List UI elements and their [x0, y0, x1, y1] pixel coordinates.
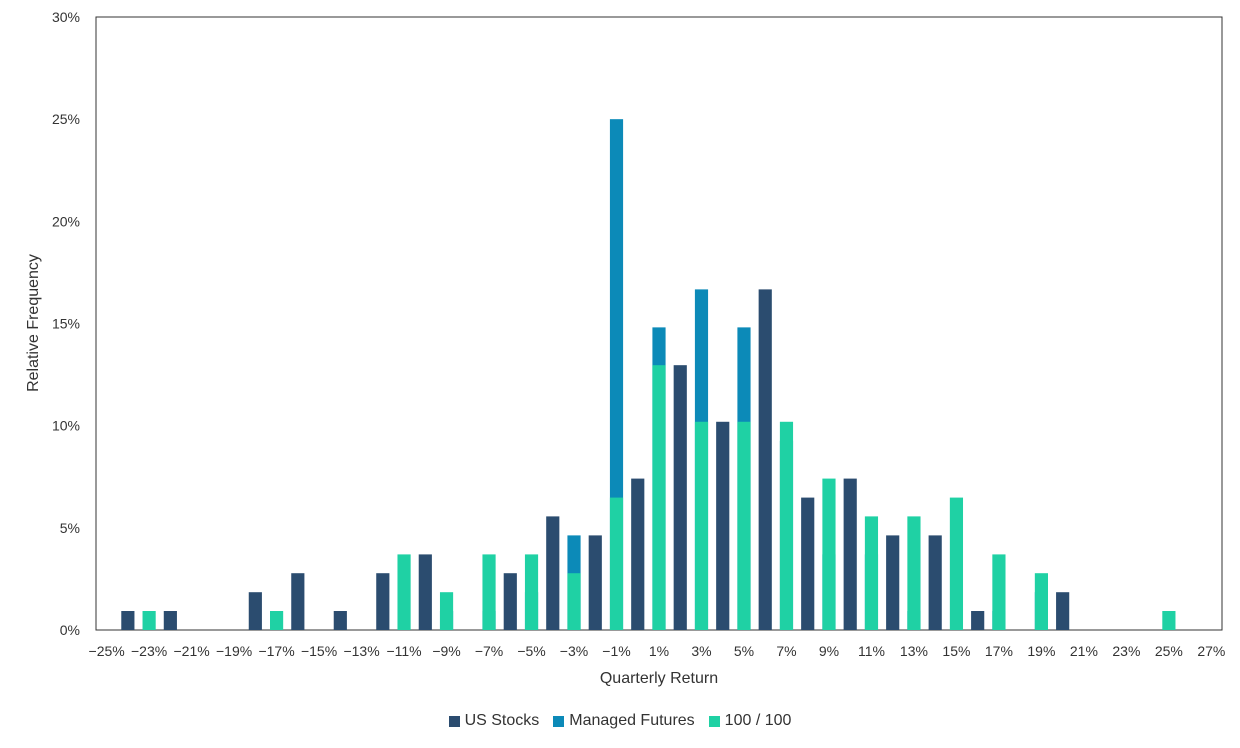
- x-tick-label: 23%: [1112, 643, 1140, 659]
- bar-100-100-38: [907, 516, 921, 630]
- bar-us-stocks-11: [333, 611, 347, 630]
- bar-100-100-16: [439, 592, 454, 630]
- x-tick-label: −19%: [216, 643, 252, 659]
- y-tick-label: 15%: [52, 316, 80, 332]
- x-tick-label: 9%: [819, 643, 839, 659]
- x-tick-label: −5%: [517, 643, 545, 659]
- bar-us-stocks-1: [121, 611, 135, 630]
- x-tick-label: 13%: [900, 643, 928, 659]
- bar-us-stocks-13: [376, 573, 390, 630]
- x-tick-label: 21%: [1070, 643, 1098, 659]
- x-tick-label: 3%: [691, 643, 711, 659]
- legend-label: Managed Futures: [569, 712, 695, 729]
- x-tick-label: 15%: [942, 643, 970, 659]
- x-tick-label: 11%: [858, 643, 885, 659]
- legend-item-managed-futures: Managed Futures: [553, 712, 695, 730]
- bar-100-100-42: [992, 554, 1006, 630]
- x-tick-label: −21%: [173, 643, 209, 659]
- bar-us-stocks-37: [886, 535, 900, 630]
- legend-item-us-stocks: US Stocks: [448, 712, 540, 730]
- bar-us-stocks-39: [928, 535, 942, 630]
- bar-100-100-32: [779, 421, 794, 630]
- x-tick-label: −1%: [602, 643, 630, 659]
- legend-swatch: [448, 715, 460, 727]
- chart-legend: US Stocks Managed Futures 100 / 100: [0, 712, 1240, 730]
- bar-100-100-2: [142, 611, 156, 630]
- bar-us-stocks-15: [418, 554, 432, 630]
- legend-swatch: [553, 715, 565, 727]
- bar-us-stocks-41: [971, 611, 985, 630]
- y-axis-ticks: 0% 5% 10% 15% 20% 25% 30%: [52, 9, 80, 638]
- x-tick-label: −11%: [386, 643, 421, 659]
- x-tick-label: 27%: [1197, 643, 1225, 659]
- bar-100-100-50: [1162, 611, 1176, 630]
- y-tick-label: 5%: [60, 520, 80, 536]
- y-tick-label: 20%: [52, 213, 80, 229]
- bar-us-stocks-45: [1056, 592, 1070, 630]
- bar-us-stocks-21: [546, 516, 560, 630]
- bar-100-100-22: [567, 573, 581, 630]
- bar-us-stocks-9: [291, 573, 305, 630]
- x-tick-label: −17%: [258, 643, 294, 659]
- bar-us-stocks-27: [673, 365, 687, 630]
- bar-100-100-44: [1034, 573, 1048, 630]
- bar-us-stocks-35: [843, 478, 857, 630]
- x-tick-label: 17%: [985, 643, 1013, 659]
- x-tick-label: 25%: [1155, 643, 1183, 659]
- y-tick-label: 25%: [52, 111, 80, 127]
- bar-100-100-24: [609, 497, 624, 630]
- legend-label: 100 / 100: [724, 712, 792, 729]
- y-tick-label: 10%: [52, 418, 80, 434]
- x-axis-title: Quarterly Return: [600, 670, 718, 687]
- bar-100-100-36: [864, 516, 879, 630]
- bar-100-100-40: [949, 497, 964, 630]
- x-tick-label: −7%: [475, 643, 503, 659]
- bar-us-stocks-23: [588, 535, 602, 630]
- bar-us-stocks-33: [801, 497, 815, 630]
- y-tick-label: 0%: [60, 622, 80, 638]
- bar-us-stocks-25: [631, 478, 645, 630]
- bar-us-stocks-7: [248, 592, 262, 630]
- x-tick-label: −25%: [89, 643, 125, 659]
- bar-100-100-18: [482, 554, 496, 630]
- legend-label: US Stocks: [464, 712, 540, 729]
- bars-group: [121, 119, 1176, 631]
- x-tick-label: −9%: [432, 643, 460, 659]
- bar-us-stocks-29: [716, 421, 730, 630]
- y-axis-title: Relative Frequency: [25, 254, 42, 392]
- x-tick-label: −15%: [301, 643, 337, 659]
- bar-100-100-8: [270, 611, 284, 630]
- x-tick-label: −23%: [131, 643, 167, 659]
- legend-item-100-100: 100 / 100: [708, 712, 792, 730]
- bar-us-stocks-31: [758, 289, 772, 630]
- legend-swatch: [708, 715, 720, 727]
- y-tick-label: 30%: [52, 9, 80, 25]
- bar-100-100-20: [524, 554, 539, 630]
- x-tick-label: 5%: [734, 643, 754, 659]
- x-tick-label: 1%: [649, 643, 669, 659]
- bar-us-stocks-3: [163, 611, 177, 630]
- bar-us-stocks-19: [503, 573, 517, 630]
- x-tick-label: −3%: [560, 643, 588, 659]
- histogram-chart: 0% 5% 10% 15% 20% 25% 30% −25% −23% −21% −19% −17%…: [25, 9, 1226, 687]
- bar-100-100-26: [652, 365, 666, 630]
- bar-100-100-34: [822, 478, 836, 630]
- bar-100-100-30: [737, 421, 751, 630]
- x-tick-label: −13%: [343, 643, 379, 659]
- bar-100-100-28: [694, 421, 709, 630]
- x-tick-label: 19%: [1027, 643, 1055, 659]
- x-axis-ticks: −25% −23% −21% −19% −17% −15% −13% −11% −9% −7% −5…: [89, 643, 1226, 659]
- x-tick-label: 7%: [776, 643, 796, 659]
- bar-100-100-14: [397, 554, 411, 630]
